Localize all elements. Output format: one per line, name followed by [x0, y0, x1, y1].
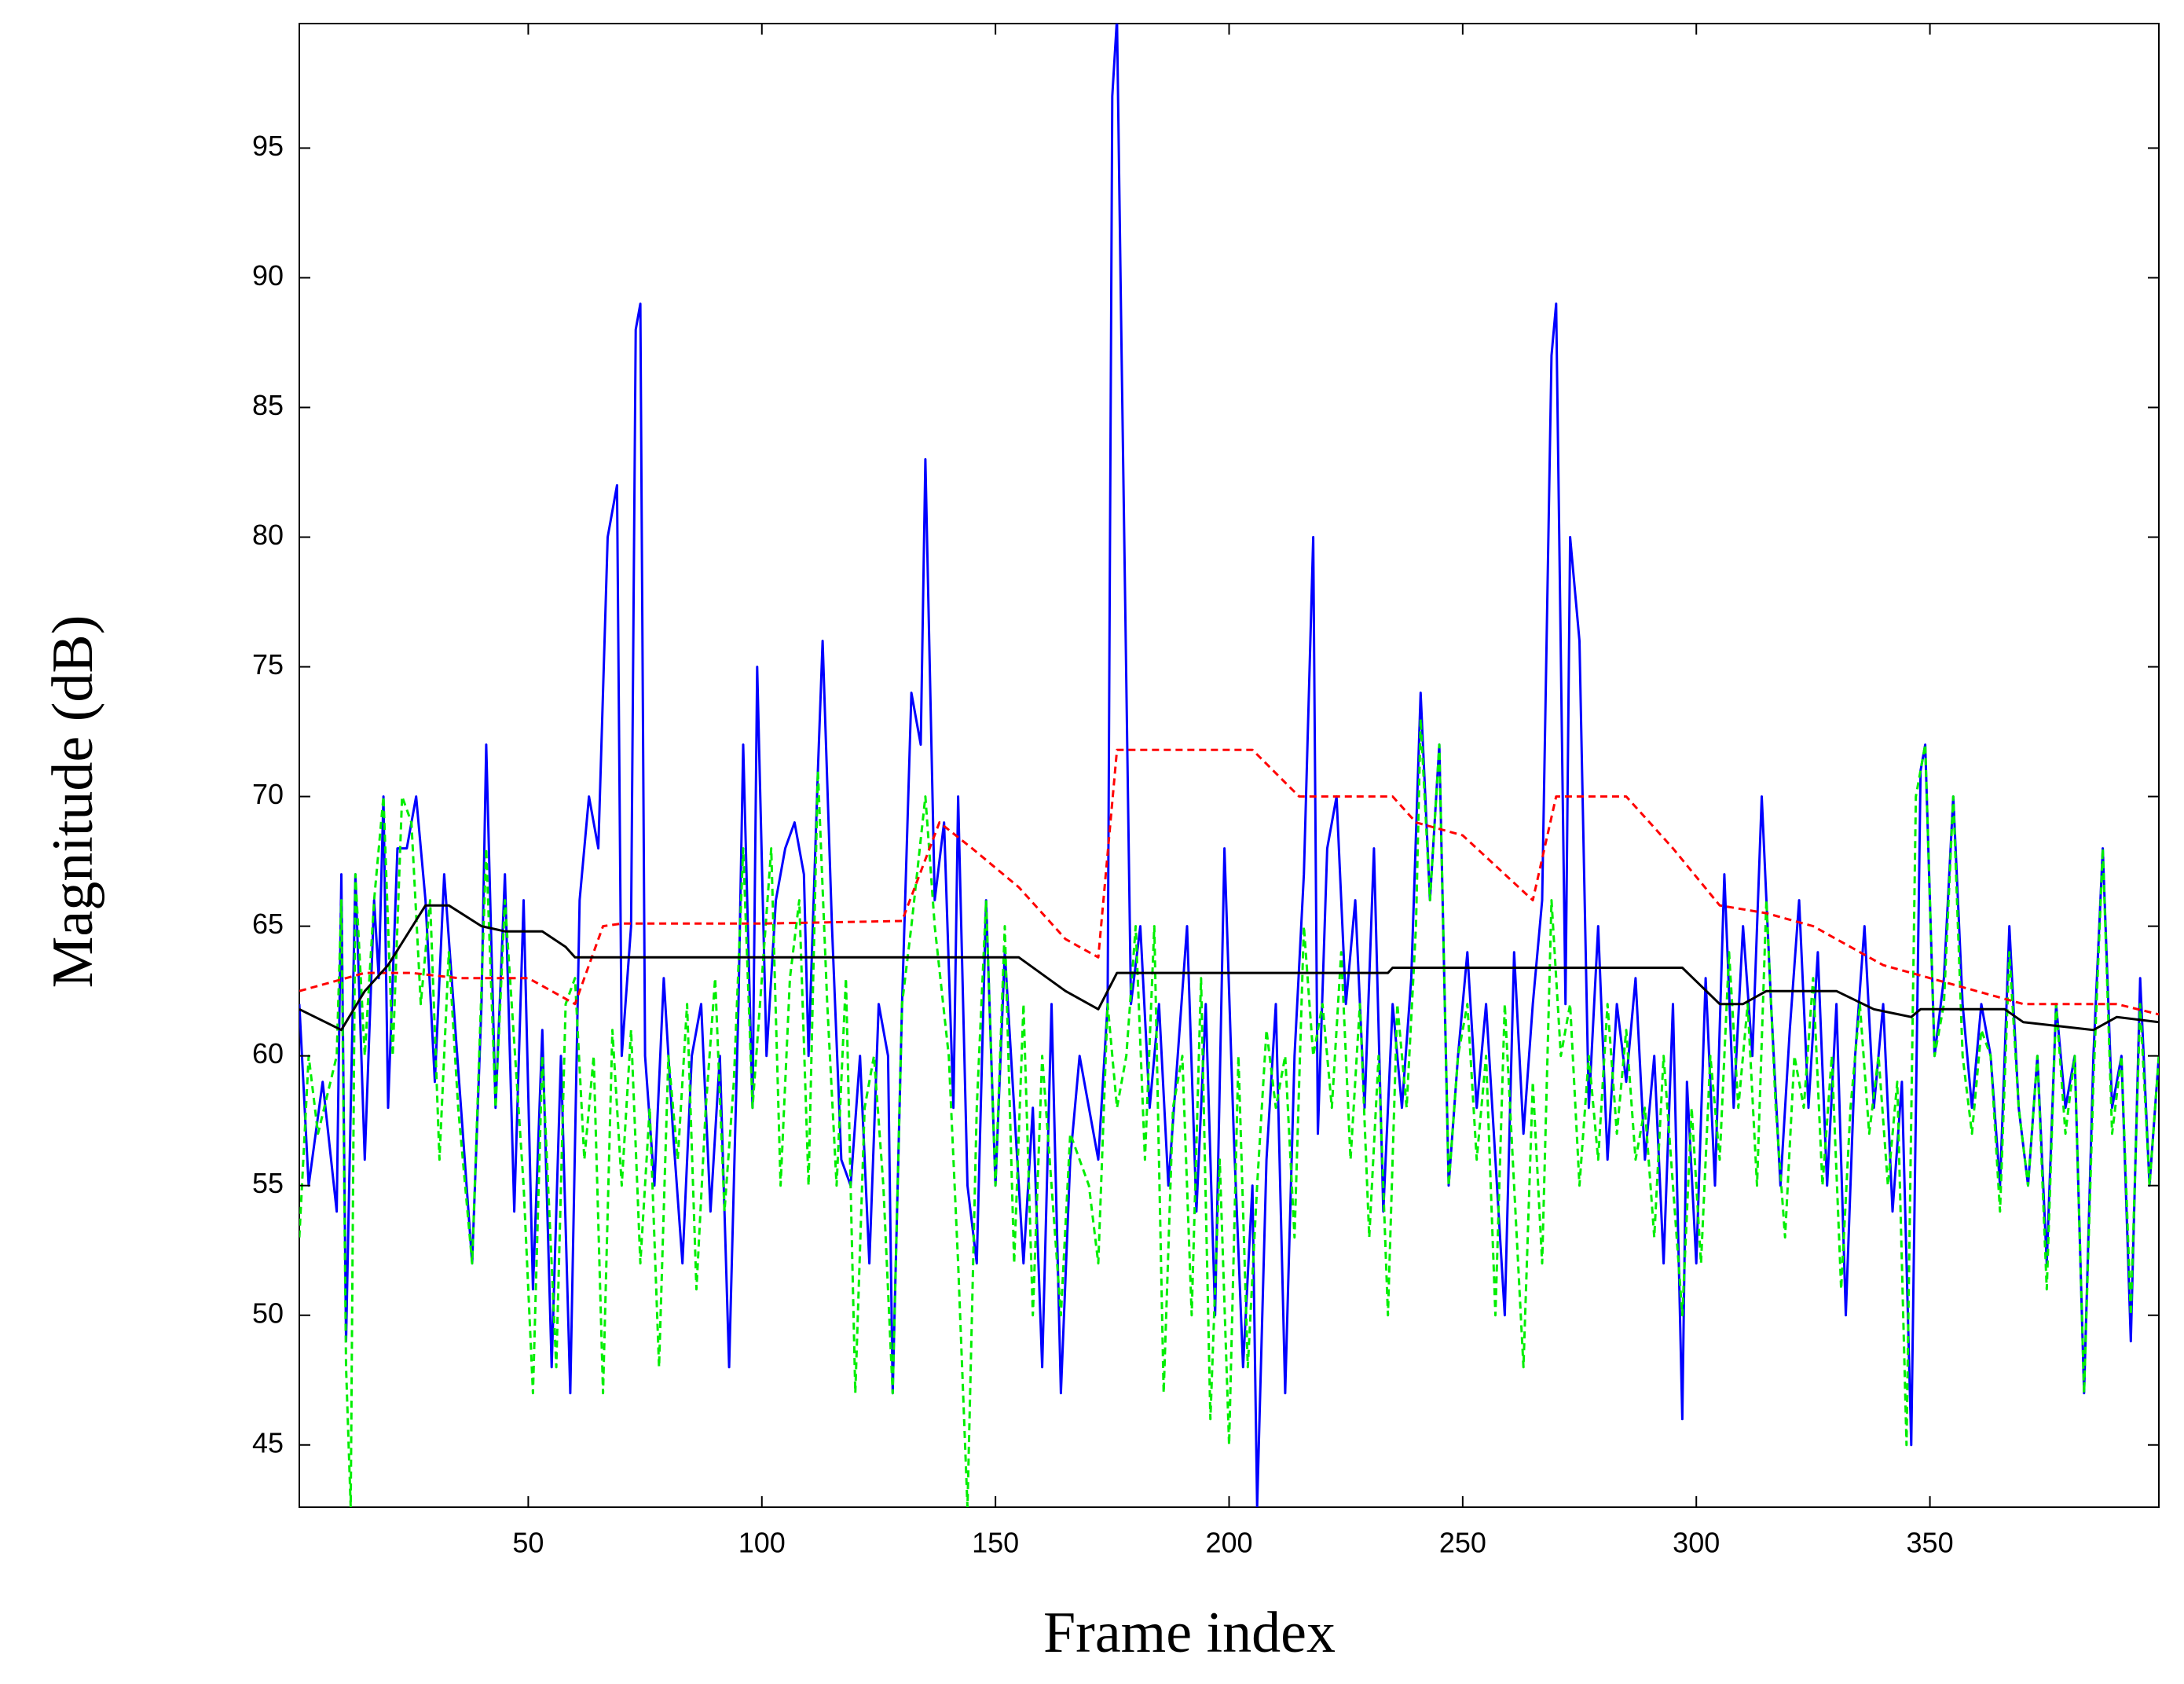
y-tick-label: 95 — [252, 130, 284, 162]
y-axis-label: Magnitude (dB) — [41, 615, 105, 989]
y-tick-label: 90 — [252, 259, 284, 292]
series-line — [299, 748, 2159, 1016]
plot-frame — [299, 23, 2160, 1508]
y-tick-label: 60 — [252, 1037, 284, 1069]
y-tick-label: 70 — [252, 778, 284, 810]
y-tick-label: 65 — [252, 908, 284, 940]
plot-lines — [299, 24, 2159, 1507]
x-tick-label: 50 — [512, 1527, 544, 1559]
y-tick-label: 85 — [252, 389, 284, 421]
y-tick-label: 75 — [252, 648, 284, 681]
series-line — [299, 24, 2159, 1507]
y-tick-label: 45 — [252, 1426, 284, 1458]
x-tick-label: 150 — [972, 1527, 1019, 1559]
y-tick-label: 55 — [252, 1167, 284, 1199]
x-axis-label: Frame index — [1043, 1601, 1336, 1665]
x-tick-label: 250 — [1439, 1527, 1486, 1559]
x-tick-label: 200 — [1205, 1527, 1252, 1559]
x-tick-label: 100 — [738, 1527, 786, 1559]
y-tick-label: 80 — [252, 519, 284, 551]
x-tick-label: 300 — [1673, 1527, 1720, 1559]
y-tick-label: 50 — [252, 1297, 284, 1329]
series-line — [299, 904, 2159, 1032]
series-line — [299, 717, 2159, 1507]
x-tick-label: 350 — [1907, 1527, 1954, 1559]
